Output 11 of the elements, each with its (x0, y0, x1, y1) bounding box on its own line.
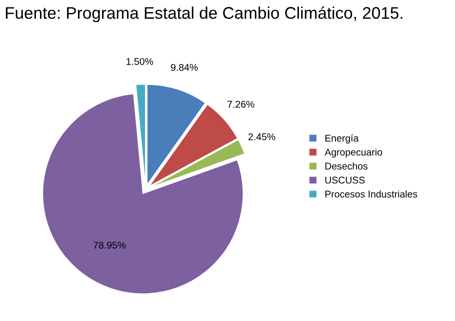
data-label: 7.26% (228, 100, 254, 108)
legend-label: USCUSS (325, 176, 365, 184)
data-label: 78.95% (94, 242, 126, 249)
data-label: 9.84% (170, 64, 198, 71)
chart-title: Fuente: Programa Estatal de Cambio Climático, 2015. (6, 6, 402, 22)
data-label: 1.50% (126, 58, 154, 65)
legend-label: Procesos Industriales (325, 190, 418, 198)
legend-label: Desechos (325, 162, 368, 170)
legend-label: Agropecuario (324, 148, 382, 158)
legend-label: Energía (325, 134, 359, 144)
data-label: 2.45% (248, 133, 276, 140)
